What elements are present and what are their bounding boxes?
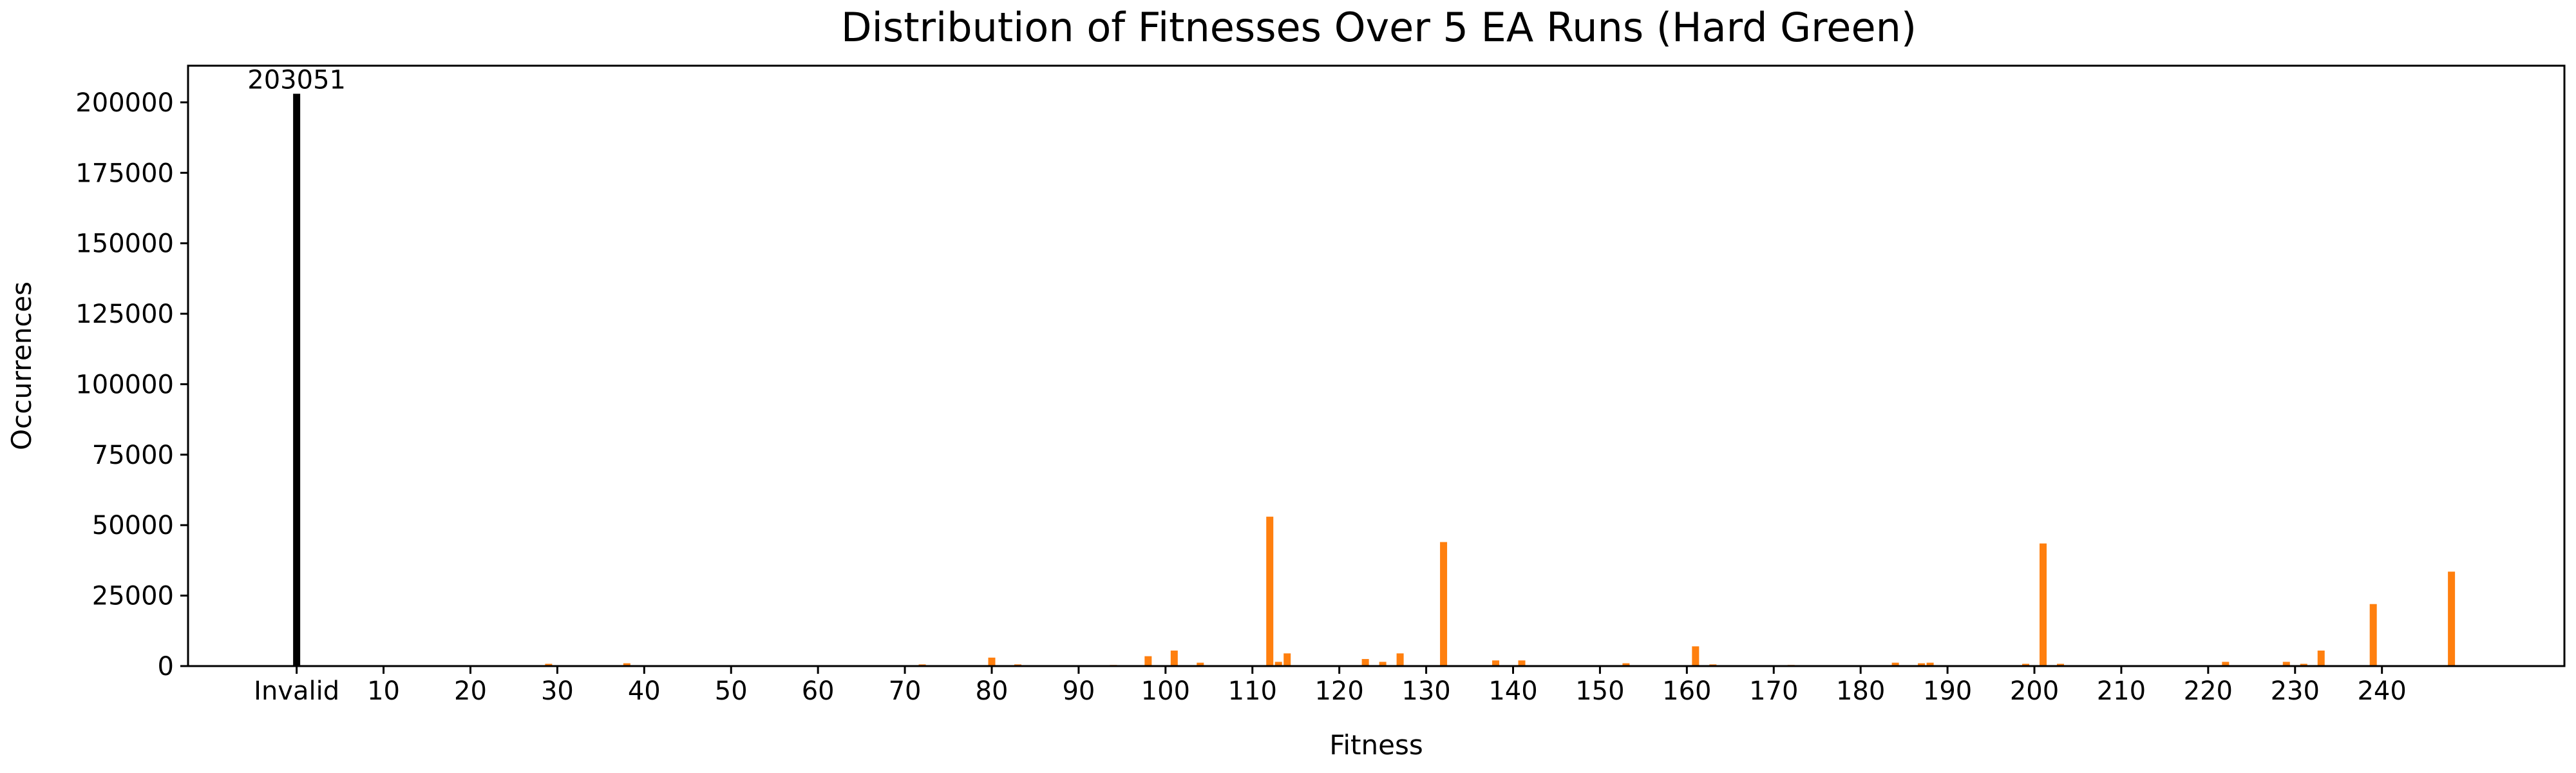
bar: [2056, 663, 2064, 666]
bar: [1379, 662, 1387, 666]
bar: [1440, 542, 1448, 666]
x-tick-label: 50: [715, 676, 748, 706]
bar: [1266, 517, 1274, 666]
x-tick-label: 30: [541, 676, 574, 706]
bar: [2282, 662, 2290, 666]
bar: [1518, 660, 1526, 666]
y-axis: 0 25000 50000 75000 100000 125000 150000 175000…: [75, 88, 188, 682]
y-tick-label: 100000: [75, 370, 174, 399]
x-tick-label: 130: [1401, 676, 1450, 706]
bar: [2039, 543, 2047, 666]
y-tick-label: 0: [158, 652, 174, 682]
x-axis: Invalid 10 20 30 40 50 60 70 80 90 100 110 120 130 140…: [254, 666, 2407, 706]
x-tick-label: 120: [1314, 676, 1363, 706]
bar: [1197, 662, 1204, 666]
bar: [623, 663, 630, 666]
bar: [1926, 662, 1934, 666]
y-tick-label: 150000: [75, 229, 174, 259]
bar: [1622, 663, 1630, 666]
bar: [2022, 663, 2030, 666]
x-tick-label: 140: [1488, 676, 1537, 706]
x-tick-label: 210: [2097, 676, 2146, 706]
x-tick-label: 110: [1228, 676, 1277, 706]
y-tick-label: 50000: [92, 511, 174, 540]
x-tick-label: 60: [802, 676, 835, 706]
bar: [1144, 656, 1152, 666]
x-tick-label: 200: [2010, 676, 2059, 706]
y-tick-label: 200000: [75, 88, 174, 118]
bar: [2369, 604, 2377, 666]
bar-value-label: 203051: [247, 66, 346, 95]
x-tick-label: 160: [1662, 676, 1711, 706]
bar: [1891, 662, 1899, 666]
x-tick-label: 10: [367, 676, 400, 706]
bar: [1283, 653, 1291, 666]
bar: [2317, 650, 2325, 666]
x-tick-label: Invalid: [254, 676, 339, 706]
y-tick-label: 75000: [92, 441, 174, 470]
y-axis-label: Occurrences: [6, 282, 37, 450]
x-tick-label: 170: [1749, 676, 1798, 706]
bar: [1170, 650, 1178, 666]
bar: [1918, 663, 1926, 666]
x-tick-label: 100: [1141, 676, 1190, 706]
bar: [988, 657, 996, 666]
x-tick-label: 70: [889, 676, 922, 706]
bar: [1692, 646, 1700, 666]
x-tick-label: 40: [628, 676, 661, 706]
bar: [1396, 653, 1404, 666]
y-tick-label: 25000: [92, 582, 174, 611]
bar: [1492, 660, 1500, 666]
plot-frame: [187, 64, 2566, 667]
bars-layer: 203051: [247, 66, 2456, 666]
bar: [545, 663, 553, 666]
x-tick-label: 190: [1923, 676, 1972, 706]
x-tick-label: 20: [454, 676, 487, 706]
x-tick-label: 220: [2184, 676, 2233, 706]
x-tick-label: 180: [1836, 676, 1885, 706]
x-tick-label: 240: [2357, 676, 2406, 706]
bar: [1274, 662, 1282, 666]
chart-title: Distribution of Fitnesses Over 5 EA Runs…: [841, 4, 1917, 51]
bar: [2222, 662, 2230, 666]
x-axis-label: Fitness: [1329, 729, 1423, 761]
bar: [1361, 659, 1369, 666]
bar: [293, 93, 301, 666]
bar: [2448, 571, 2456, 666]
y-tick-label: 175000: [75, 158, 174, 188]
bar: [2300, 663, 2307, 666]
x-tick-label: 80: [976, 676, 1009, 706]
x-tick-label: 150: [1575, 676, 1624, 706]
x-tick-label: 90: [1062, 676, 1095, 706]
x-tick-label: 230: [2271, 676, 2320, 706]
y-tick-label: 125000: [75, 300, 174, 329]
